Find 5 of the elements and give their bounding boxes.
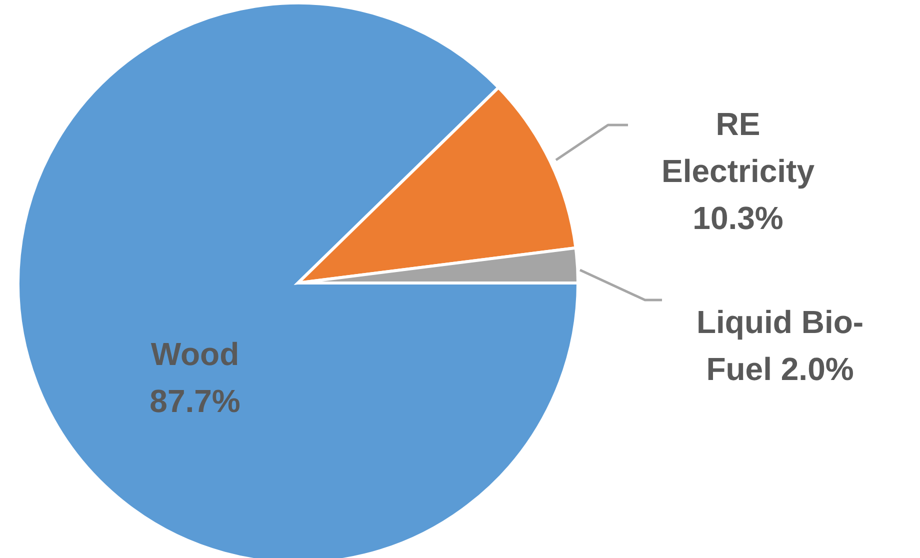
data-label: 10.3% xyxy=(692,200,784,236)
data-label: 87.7% xyxy=(150,383,240,419)
slice-label: Wood xyxy=(150,336,240,372)
slice-label: Liquid Bio-Fuel 2.0% xyxy=(696,304,864,387)
slice-label: RE Electricity xyxy=(662,106,815,189)
